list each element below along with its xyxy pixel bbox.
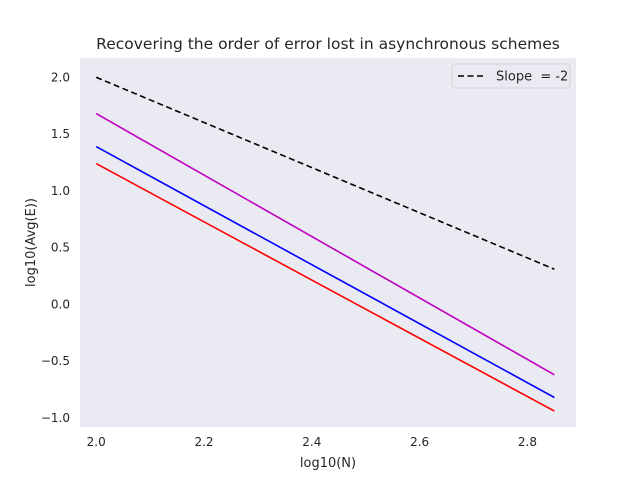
x-tick-label: 2.6 xyxy=(410,435,429,449)
chart-title: Recovering the order of error lost in as… xyxy=(96,35,560,53)
series-line-2 xyxy=(95,112,555,376)
y-tick-label: 1.0 xyxy=(51,184,70,198)
y-tick-label: 0.0 xyxy=(51,297,70,311)
legend-box xyxy=(451,63,571,89)
x-tick-label: 2.4 xyxy=(302,435,321,449)
y-tick-label: 0.5 xyxy=(51,241,70,255)
x-axis-title: log10(N) xyxy=(300,456,356,471)
y-tick-label: −1.0 xyxy=(41,411,70,425)
y-tick-label: 2.0 xyxy=(51,70,70,84)
y-axis-title: log10(Avg(E)) xyxy=(24,198,39,287)
series-layer xyxy=(95,76,555,412)
plot-area xyxy=(80,58,576,427)
legend: Slope = -2 xyxy=(451,63,571,89)
y-tick-label: −0.5 xyxy=(41,354,70,368)
series-line-3 xyxy=(95,145,555,399)
series-line-1 xyxy=(95,76,555,270)
y-tick-label: 1.5 xyxy=(51,127,70,141)
y-axis: −1.0 −0.5 0.0 0.5 1.0 1.5 2.0 xyxy=(41,70,70,425)
legend-label: Slope = -2 xyxy=(496,70,568,85)
x-tick-label: 2.8 xyxy=(518,435,537,449)
x-tick-label: 2.0 xyxy=(87,435,106,449)
series-line-4 xyxy=(95,162,555,412)
x-axis: 2.0 2.2 2.4 2.6 2.8 xyxy=(87,435,537,449)
x-tick-label: 2.2 xyxy=(194,435,213,449)
